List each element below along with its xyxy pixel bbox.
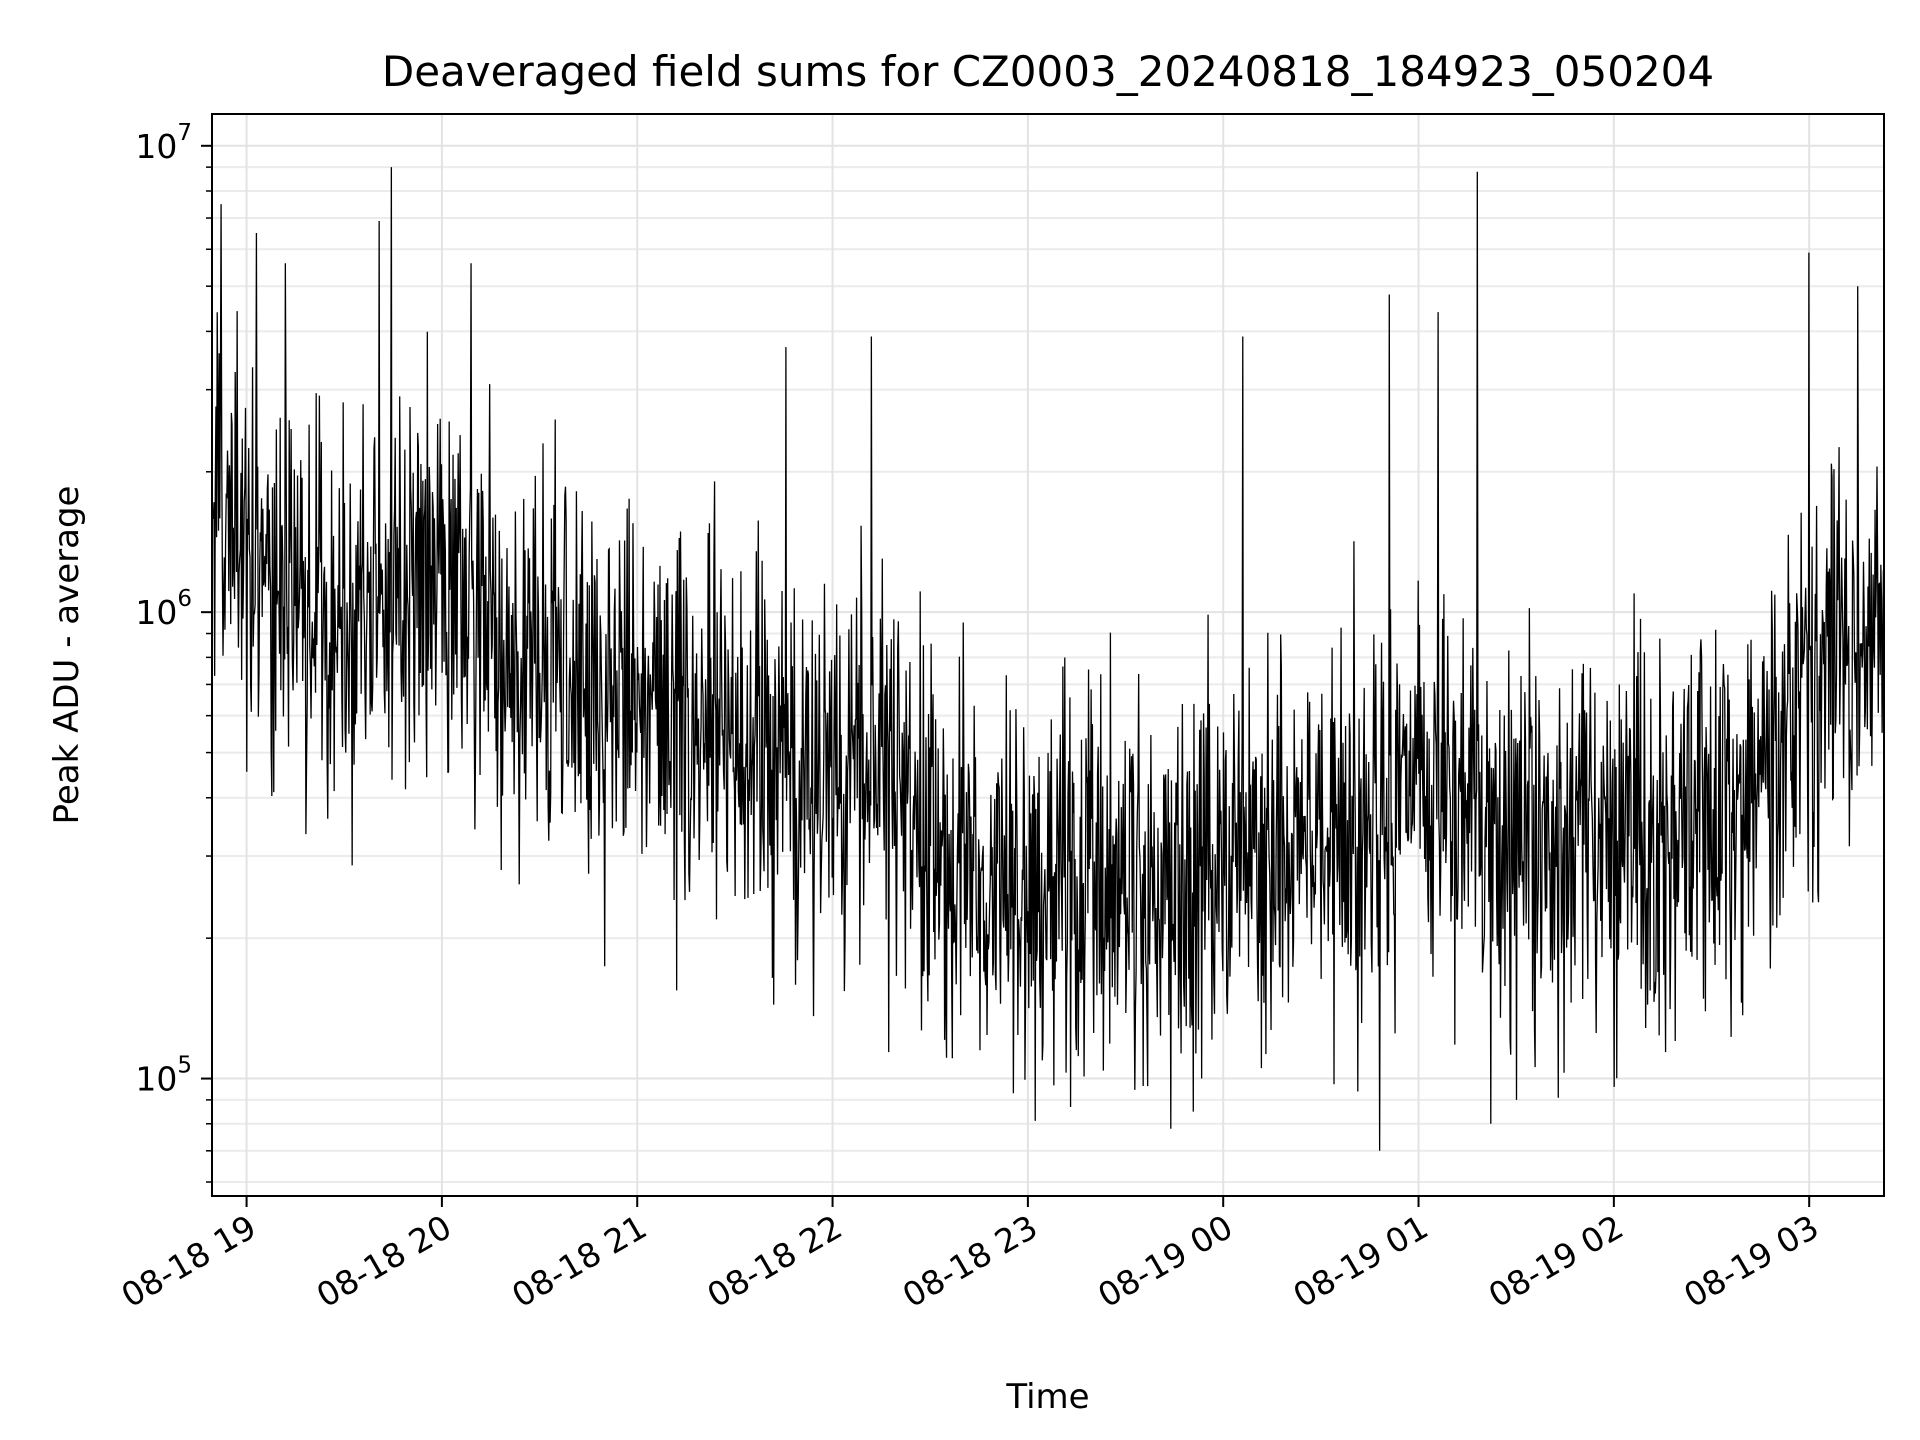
y-tick-label: 107 [135, 120, 192, 166]
y-axis: 105 106 107 [135, 120, 212, 1183]
series-line [212, 167, 1885, 1151]
grid-layer [212, 114, 1884, 1196]
plot-frame [211, 113, 1885, 1197]
y-axis-label: Peak ADU - average [47, 486, 87, 825]
x-axis-label: Time [1005, 1377, 1089, 1417]
y-tick-label: 105 [135, 1053, 192, 1099]
y-tick-label: 106 [135, 586, 192, 632]
chart-title: Deaveraged field sums for CZ0003_2024081… [382, 47, 1714, 96]
